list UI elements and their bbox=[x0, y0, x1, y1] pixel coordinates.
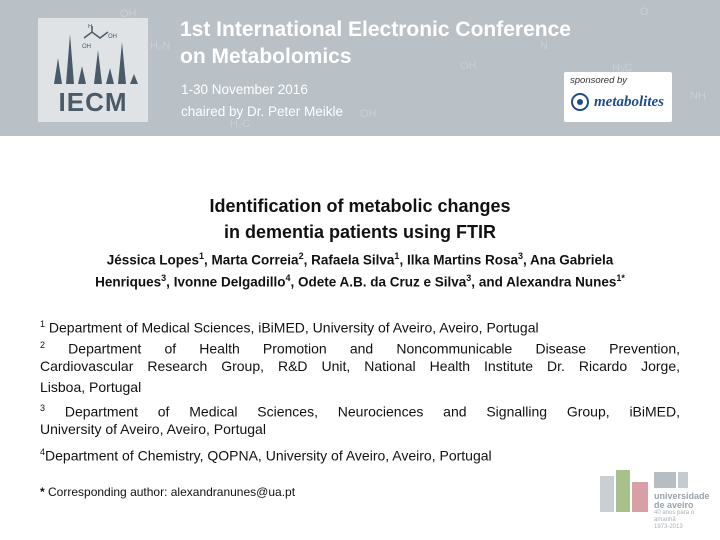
author-affiliation-mark: 3 bbox=[466, 273, 472, 283]
authors-line1: Jéssica Lopes1, Marta Correia2, Rafaela … bbox=[106, 251, 614, 268]
affiliation-2-line1: 2 Department of Health Promotion and Non… bbox=[40, 335, 680, 360]
conference-title: 1st International Electronic Conference … bbox=[180, 16, 571, 70]
university-tagline-line1: 40 anos para o amanhã bbox=[654, 510, 695, 523]
spectrum-icon: H OH OH bbox=[46, 24, 138, 84]
author: Ilka Martins Rosa bbox=[406, 252, 518, 268]
affiliation-text: Department of Chemistry, QOPNA, Universi… bbox=[45, 447, 492, 464]
conference-title-line1: 1st International Electronic Conference bbox=[180, 18, 571, 41]
author-affiliation-mark: 3 bbox=[161, 273, 167, 283]
author-affiliation-mark: 3 bbox=[518, 251, 524, 261]
logo-text: IECM bbox=[58, 87, 128, 117]
conference-dates: 1-30 November 2016 bbox=[181, 82, 308, 97]
affiliation-4: 4Department of Chemistry, QOPNA, Univers… bbox=[40, 442, 680, 467]
sponsor-label: sponsored by bbox=[570, 75, 628, 86]
affiliation-3-line2: University of Aveiro, Aveiro, Portugal bbox=[40, 421, 266, 437]
corresponding-mark: * bbox=[40, 485, 45, 499]
paper-title-line2: in dementia patients using FTIR bbox=[223, 222, 497, 242]
university-tagline: 40 anos para o amanhã 1973-2013 bbox=[654, 510, 710, 531]
author: Odete A.B. da Cruz e Silva bbox=[297, 274, 467, 290]
university-name: universidade de aveiro bbox=[654, 492, 710, 510]
conference-title-line2: on Metabolomics bbox=[180, 45, 352, 68]
sponsor-name: metabolites bbox=[594, 94, 664, 110]
chemistry-background: OH H₂N OH OH N H₃C NH H₂C O bbox=[120, 6, 706, 130]
author-affiliation-mark: 4 bbox=[285, 273, 291, 283]
author: Ana Gabriela bbox=[530, 252, 614, 268]
corresponding-text: Corresponding author: alexandranunes@ua.… bbox=[48, 485, 296, 499]
affiliation-number: 3 bbox=[40, 403, 46, 413]
author-affiliation-mark: 1* bbox=[616, 273, 625, 283]
svg-text:OH: OH bbox=[82, 44, 91, 50]
affiliation-text: Department of Medical Sciences, Neurocie… bbox=[64, 403, 681, 420]
affiliation-2-line3: Lisboa, Portugal bbox=[40, 379, 142, 395]
paper-title-line1: Identification of metabolic changes bbox=[209, 196, 511, 216]
svg-text:H: H bbox=[88, 24, 92, 30]
affiliation-3-line1: 3 Department of Medical Sciences, Neuroc… bbox=[40, 398, 680, 423]
university-tagline-line2: 1973-2013 bbox=[654, 524, 683, 530]
affiliation-2-line2: Cardiovascular Research Group, R&D Unit,… bbox=[40, 358, 680, 374]
affiliation-1: 1 Department of Medical Sciences, iBiMED… bbox=[40, 314, 680, 339]
conference-chair: chaired by Dr. Peter Meikle bbox=[181, 104, 344, 119]
author: and Alexandra Nunes bbox=[478, 274, 617, 290]
affiliation-text: Department of Medical Sciences, iBiMED, … bbox=[48, 319, 539, 336]
affiliation-text: Department of Health Promotion and Nonco… bbox=[68, 340, 681, 357]
author: Rafaela Silva bbox=[311, 252, 395, 268]
author-affiliation-mark: 1 bbox=[394, 251, 400, 261]
author: Ivonne Delgadillo bbox=[173, 274, 286, 290]
university-aveiro-logo: universidade de aveiro 40 anos para o am… bbox=[598, 466, 710, 530]
authors-line2: Henriques3, Ivonne Delgadillo4, Odete A.… bbox=[95, 273, 625, 290]
sponsor-box: sponsored by metabolites bbox=[564, 72, 672, 122]
university-name-line1: universidade bbox=[654, 491, 710, 501]
metabolites-logo-icon bbox=[571, 93, 589, 111]
svg-text:OH: OH bbox=[108, 34, 117, 40]
affiliation-number: 1 bbox=[40, 319, 46, 329]
author-affiliation-mark: 1 bbox=[199, 251, 205, 261]
university-name-line2: de aveiro bbox=[654, 500, 694, 510]
affiliation-number: 2 bbox=[40, 340, 46, 350]
affiliation-number: 4 bbox=[40, 447, 46, 457]
conference-banner: OH H₂N OH OH N H₃C NH H₂C O H OH OH IECM… bbox=[0, 0, 720, 136]
author: Jéssica Lopes bbox=[106, 252, 199, 268]
iecm-logo: H OH OH IECM bbox=[38, 18, 148, 122]
author: Henriques bbox=[95, 274, 162, 290]
author: Marta Correia bbox=[211, 252, 299, 268]
author-affiliation-mark: 2 bbox=[298, 251, 304, 261]
corresponding-author: * Corresponding author: alexandranunes@u… bbox=[40, 485, 295, 499]
